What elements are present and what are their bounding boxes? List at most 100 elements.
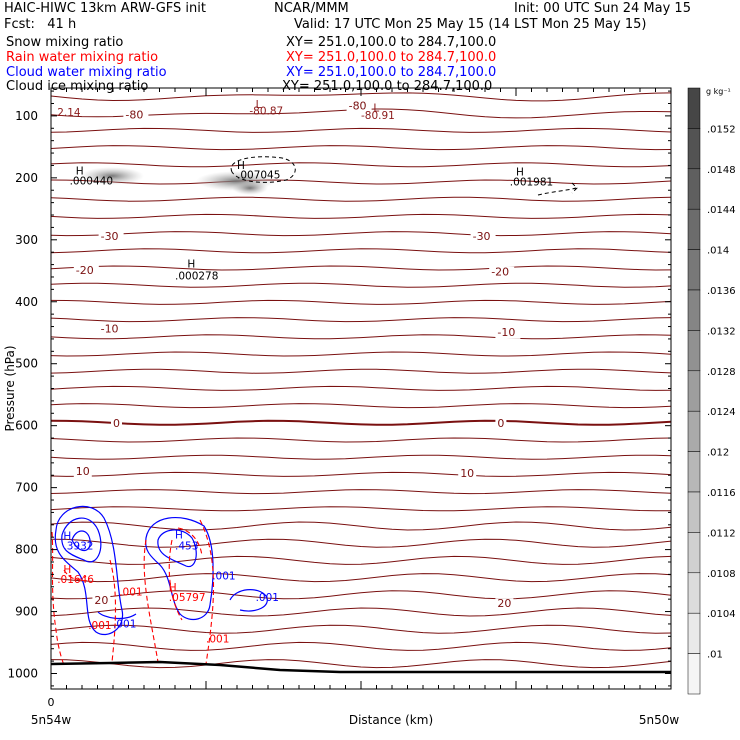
colorbar-swatch	[687, 370, 701, 412]
colorbar-tick-label: .0132	[707, 326, 736, 337]
extremum-label: H	[76, 166, 84, 178]
pressure-axis: 1002003004005006007008009001000Pressure …	[3, 90, 671, 687]
field-xy-cloud-ice: XY= 251.0,100.0 to 284.7,100.0	[282, 79, 493, 94]
extremum-label: 2.14	[57, 107, 81, 119]
colorbar-swatch	[687, 87, 701, 129]
temperature-label: 10	[460, 467, 474, 480]
colorbar-tick-label: .0136	[707, 286, 736, 297]
temperature-contours	[50, 92, 672, 669]
y-tick-label: 800	[15, 543, 38, 557]
x-axis-title: Distance (km)	[349, 713, 433, 727]
y-tick-label: 600	[15, 419, 38, 433]
temperature-contour	[50, 573, 672, 583]
extremum-label: .000278	[175, 270, 218, 282]
temperature-label: -20	[491, 266, 509, 279]
temperature-contour	[50, 351, 672, 357]
extremum-label: .01646	[57, 574, 94, 586]
temperature-label: 10	[76, 465, 90, 478]
temperature-contour	[50, 385, 672, 391]
colorbar: .0152 .0148 .0144 .014 .0136 .0132 .0128 .0124.…	[687, 87, 736, 695]
colorbar-swatch	[687, 572, 701, 614]
colorbar-swatch	[687, 208, 701, 250]
cloud-water-contour	[71, 530, 91, 552]
label-mask	[495, 417, 507, 430]
cloud-water-contour	[61, 517, 102, 563]
temperature-label: -10	[497, 326, 515, 339]
temperature-contour	[50, 248, 672, 254]
y-tick-label: 900	[15, 605, 38, 619]
extremum-label: .05797	[169, 592, 206, 604]
temperature-label: 0	[113, 417, 120, 430]
temperature-label: -80	[349, 100, 367, 113]
temperature-label: 20	[94, 594, 108, 607]
temperature-labels: -80 -80 -30 -30 -20 -20 -10 -10 0 0 10 10 20 20	[73, 100, 521, 611]
colorbar-swatch	[687, 128, 701, 170]
temperature-contour	[50, 403, 672, 409]
y-tick-label: 500	[15, 357, 38, 371]
field-name-rain: Rain water mixing ratio	[6, 50, 159, 65]
label-mask	[489, 266, 515, 279]
valid-time: Valid: 17 UTC Mon 25 May 15 (14 LST Mon …	[294, 17, 647, 32]
colorbar-swatch	[687, 168, 701, 210]
y-tick-label: 1000	[7, 667, 38, 681]
label-mask	[73, 466, 92, 479]
organization-label: NCAR/MMM	[274, 1, 349, 16]
y-tick-label: 300	[15, 233, 38, 247]
extremum-label: .000440	[70, 176, 113, 188]
colorbar-swatch	[687, 249, 701, 291]
cloud-ice-shading	[80, 167, 276, 195]
temperature-contour	[50, 471, 672, 477]
field-name-snow: Snow mixing ratio	[6, 35, 124, 50]
temperature-contour	[50, 145, 672, 151]
temperature-contour	[50, 419, 672, 426]
extremum-label: .001	[206, 634, 229, 646]
cloud-water-contour	[229, 589, 268, 612]
extremum-label: .001	[256, 592, 279, 604]
temperature-label: -30	[101, 230, 119, 243]
colorbar-swatch	[687, 451, 701, 493]
cloud-water-contours	[54, 505, 268, 636]
label-mask	[470, 230, 496, 243]
y-tick-label: 700	[15, 481, 38, 495]
colorbar-tick-label: .0152	[707, 124, 736, 135]
temperature-label: 0	[497, 417, 504, 430]
x-right-location: 5n50w	[639, 713, 680, 727]
extremum-label: H	[175, 529, 183, 541]
colorbar-unit: g kg⁻¹	[706, 87, 731, 96]
temperature-contour	[50, 127, 672, 133]
label-mask	[346, 100, 372, 113]
label-mask	[92, 595, 111, 608]
rain-contour	[143, 539, 159, 663]
extremum-label: -80.91	[361, 110, 395, 122]
rain-contour	[63, 569, 87, 580]
x-left-location: 5n54w	[31, 713, 72, 727]
temperature-label: -10	[101, 323, 119, 336]
x-origin-label: 0	[48, 696, 55, 709]
plot-border	[50, 87, 672, 690]
temperature-contour	[50, 231, 672, 237]
init-time: Init: 00 UTC Sun 24 May 15	[514, 1, 691, 16]
y-tick-label: 400	[15, 295, 38, 309]
extremum-label: .007045	[237, 169, 280, 181]
field-xy-rain: XY= 251.0,100.0 to 284.7,100.0	[286, 50, 497, 65]
temperature-contour	[50, 454, 672, 460]
extremum-label: L	[373, 103, 379, 115]
colorbar-swatch	[687, 532, 701, 574]
extremum-label: H	[237, 160, 245, 172]
terrain-line-path	[50, 660, 671, 674]
colorbar-swatch	[687, 330, 701, 372]
colorbar-tick-label: .0128	[707, 367, 736, 378]
y-axis-title: Pressure (hPa)	[3, 345, 17, 431]
label-mask	[73, 264, 99, 277]
colorbar-tick-label: .01	[707, 650, 723, 661]
forecast-hour: Fcst: 41 h	[4, 17, 77, 32]
extremum-label: -80.87	[249, 106, 283, 118]
colorbar-tick-label: .0116	[707, 488, 736, 499]
label-mask	[495, 326, 521, 339]
rain-contour	[109, 559, 117, 663]
model-title: HAIC-HIWC 13km ARW-GFS init	[4, 1, 206, 16]
label-mask	[98, 323, 124, 336]
temperature-contour	[50, 317, 672, 323]
